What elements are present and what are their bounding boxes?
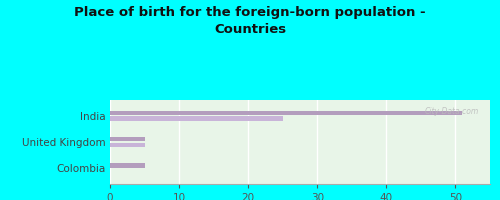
Text: City-Data.com: City-Data.com [424, 107, 478, 116]
Bar [110, 143, 144, 147]
Bar [110, 116, 282, 121]
Bar [110, 110, 463, 115]
Bar [110, 137, 144, 141]
Bar [110, 163, 144, 168]
Text: Place of birth for the foreign-born population -
Countries: Place of birth for the foreign-born popu… [74, 6, 426, 36]
